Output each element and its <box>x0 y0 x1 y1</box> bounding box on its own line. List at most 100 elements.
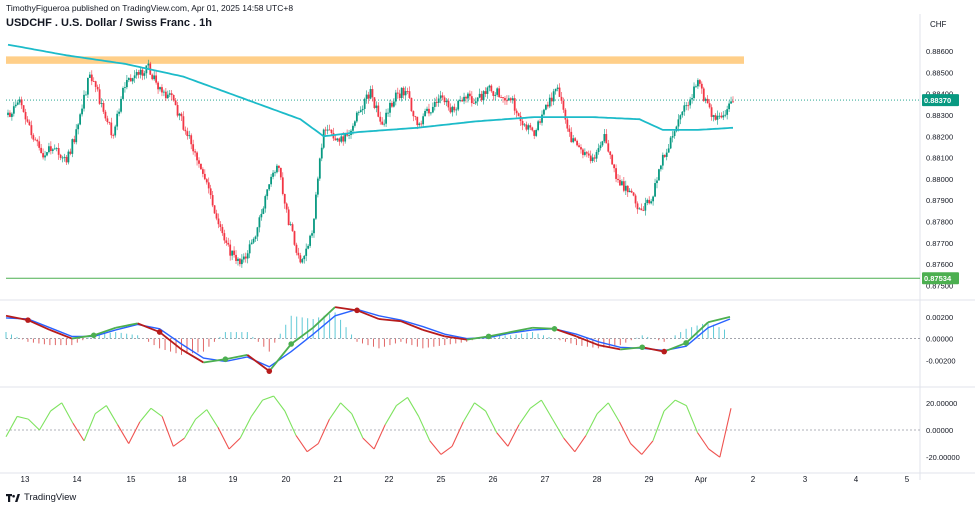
tradingview-brand[interactable]: TradingView <box>6 492 76 503</box>
date-tick-label: 18 <box>178 475 187 484</box>
candle <box>587 150 590 159</box>
candle-body <box>61 157 64 159</box>
candle-body <box>722 115 725 118</box>
candle <box>650 198 653 205</box>
candle <box>677 114 680 132</box>
candle-body <box>628 190 631 193</box>
candle <box>32 133 35 142</box>
candle <box>389 99 391 118</box>
candle-body <box>387 112 389 114</box>
candle-body <box>203 173 206 180</box>
momentum-segment <box>161 416 174 447</box>
candle-body <box>174 100 177 106</box>
candle <box>379 111 382 125</box>
candle <box>545 104 547 111</box>
candle-body <box>18 99 21 103</box>
candle <box>61 155 64 163</box>
candle-body <box>410 97 413 112</box>
candle-body <box>697 80 699 87</box>
candle <box>170 90 173 101</box>
candle-body <box>589 155 592 162</box>
candle <box>732 96 734 103</box>
candle-body <box>558 87 561 97</box>
candle-body <box>591 157 594 162</box>
candle <box>46 151 48 157</box>
candle <box>196 151 198 166</box>
candle <box>424 108 426 117</box>
candle <box>110 117 113 139</box>
candle-body <box>34 139 37 141</box>
oscillator-fast-segment <box>444 335 467 341</box>
candle-body <box>513 98 516 111</box>
oscillator-fast-segment <box>334 306 358 312</box>
oscillator-fast-segment <box>554 327 577 338</box>
candle <box>591 153 594 163</box>
candle-body <box>714 115 717 120</box>
candle <box>437 94 440 107</box>
candle-body <box>617 178 619 181</box>
candle-body <box>659 165 662 170</box>
candle <box>486 86 489 99</box>
candle-body <box>539 121 541 123</box>
candle <box>7 109 9 118</box>
candle-body <box>16 102 19 105</box>
candle-body <box>63 156 66 158</box>
candle <box>609 150 612 160</box>
candle-body <box>523 124 526 126</box>
candle-body <box>252 238 255 243</box>
oscillator-fast-segment <box>49 329 73 340</box>
momentum-segment <box>462 402 475 423</box>
momentum-segment <box>94 405 107 415</box>
candle-body <box>322 129 325 148</box>
candle-body <box>447 100 450 108</box>
candle-body <box>726 109 729 115</box>
momentum-tick-label: -20.00000 <box>926 453 960 462</box>
candle-body <box>496 88 499 95</box>
candle <box>338 137 341 146</box>
candle <box>513 94 516 115</box>
candle-body <box>297 252 300 256</box>
candle-body <box>656 180 658 184</box>
candle-body <box>667 148 670 153</box>
oscillator-fast-segment <box>159 331 183 351</box>
currency-label[interactable]: CHF <box>930 20 947 29</box>
candle <box>560 92 563 104</box>
symbol-title[interactable]: USDCHF . U.S. Dollar / Swiss Franc . 1h <box>6 17 212 29</box>
candle-body <box>673 131 676 137</box>
candle <box>626 185 629 197</box>
candle <box>10 112 13 121</box>
candle <box>26 116 29 123</box>
candle-body <box>585 152 588 154</box>
candle <box>192 139 195 155</box>
oscillator-tick-label: 0.00200 <box>926 313 953 322</box>
candle <box>63 153 66 162</box>
candle-body <box>566 119 569 129</box>
candle-body <box>695 86 697 88</box>
candle-body <box>69 151 72 154</box>
candle <box>118 108 120 117</box>
candle-body <box>133 75 136 79</box>
candle <box>396 87 399 99</box>
momentum-segment <box>362 437 375 450</box>
candle-body <box>611 154 614 165</box>
crossover-dot <box>266 368 273 374</box>
candle-body <box>654 183 656 197</box>
candle-body <box>480 93 483 101</box>
moving-average-line <box>7 43 734 138</box>
candle-body <box>650 201 653 204</box>
oscillator-fast-segment <box>5 314 29 321</box>
candle-body <box>229 244 232 256</box>
support-price-badge: 0.87534 <box>924 274 952 283</box>
brand-label: TradingView <box>24 492 77 503</box>
candle-body <box>42 153 44 158</box>
candle-body <box>46 152 48 156</box>
candle <box>22 105 25 113</box>
candle <box>385 108 387 127</box>
candle <box>443 95 446 105</box>
candle <box>498 85 501 98</box>
candle <box>233 246 235 258</box>
candle <box>472 98 475 104</box>
candle <box>276 163 278 174</box>
candle <box>457 99 460 112</box>
